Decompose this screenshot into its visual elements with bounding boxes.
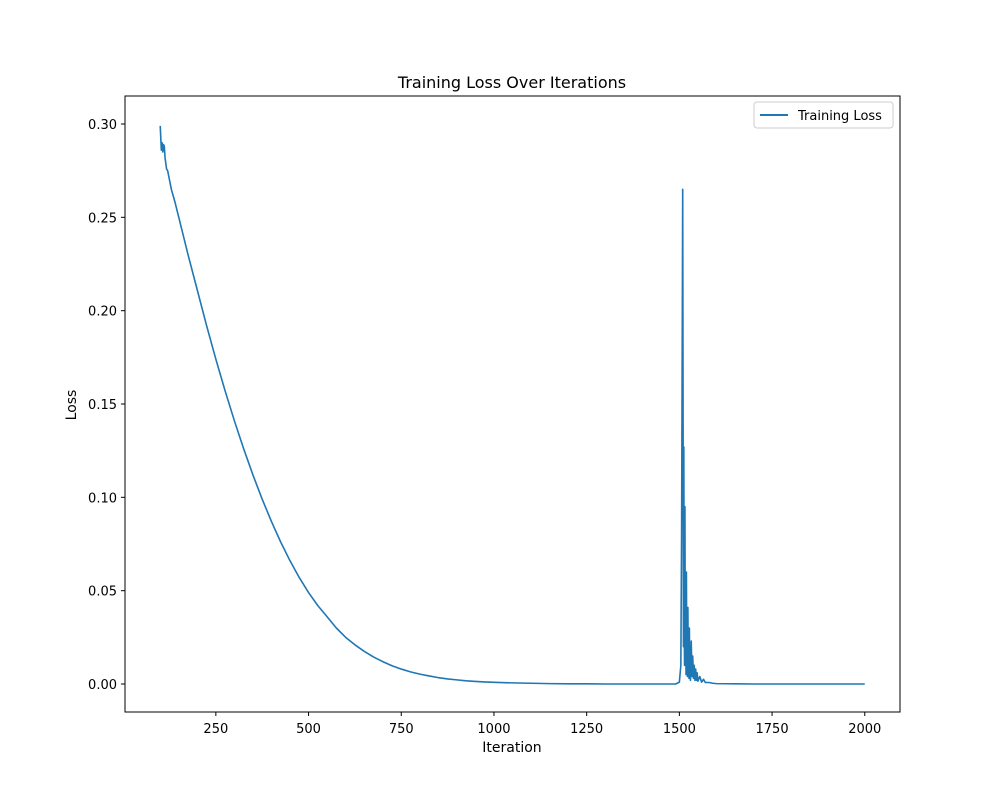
x-axis-label: Iteration [482, 740, 541, 756]
y-tick-label: 0.20 [88, 305, 117, 320]
x-tick-label: 750 [389, 722, 414, 737]
chart-title: Training Loss Over Iterations [397, 73, 626, 92]
x-tick-label: 1750 [756, 722, 789, 737]
y-tick-label: 0.00 [88, 678, 117, 693]
y-tick-label: 0.10 [88, 491, 117, 506]
legend-box [753, 101, 894, 129]
series-line-0 [159, 125, 865, 685]
x-tick-label: 250 [203, 722, 228, 737]
x-tick-label: 1500 [663, 722, 696, 737]
y-tick-label: 0.15 [88, 398, 117, 413]
plot-area: 250 500 750 1000 1250 1500 1750 2000 0.00 0.05 0.1… [88, 95, 901, 737]
x-tick-label: 2000 [848, 722, 881, 737]
y-tick-label: 0.25 [88, 211, 117, 226]
y-tick-label: 0.05 [88, 585, 117, 600]
legend-label: Training Loss [797, 109, 882, 124]
y-tick-label: 0.30 [88, 118, 117, 133]
x-tick-label: 500 [296, 722, 321, 737]
y-axis-label: Loss [64, 390, 80, 421]
x-tick-label: 1250 [570, 722, 603, 737]
x-tick-label: 1000 [477, 722, 510, 737]
